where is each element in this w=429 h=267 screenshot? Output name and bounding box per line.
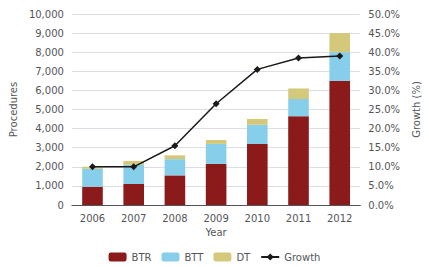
svg-text:10,000: 10,000 (29, 9, 64, 20)
svg-text:2011: 2011 (286, 213, 311, 224)
svg-text:7,000: 7,000 (35, 66, 64, 77)
svg-text:0.0%: 0.0% (368, 200, 393, 211)
svg-text:2012: 2012 (327, 213, 352, 224)
svg-text:20.0%: 20.0% (368, 123, 400, 134)
svg-text:40.0%: 40.0% (368, 47, 400, 58)
svg-text:15.0%: 15.0% (368, 142, 400, 153)
svg-text:2008: 2008 (162, 213, 187, 224)
svg-text:2007: 2007 (121, 213, 146, 224)
svg-text:6,000: 6,000 (35, 85, 64, 96)
svg-text:3,000: 3,000 (35, 142, 64, 153)
svg-text:5,000: 5,000 (35, 104, 64, 115)
svg-text:4,000: 4,000 (35, 123, 64, 134)
svg-text:2,000: 2,000 (35, 161, 64, 172)
svg-text:2009: 2009 (203, 213, 228, 224)
svg-text:30.0%: 30.0% (368, 85, 400, 96)
svg-text:DT: DT (236, 252, 251, 263)
svg-text:BTT: BTT (185, 252, 205, 263)
svg-text:2006: 2006 (80, 213, 105, 224)
svg-text:2010: 2010 (245, 213, 270, 224)
svg-text:25.0%: 25.0% (368, 104, 400, 115)
svg-text:Year: Year (205, 227, 228, 238)
svg-text:50.0%: 50.0% (368, 9, 400, 20)
svg-text:10.0%: 10.0% (368, 161, 400, 172)
svg-text:8,000: 8,000 (35, 47, 64, 58)
svg-text:35.0%: 35.0% (368, 66, 400, 77)
svg-text:0: 0 (58, 200, 64, 211)
svg-text:1,000: 1,000 (35, 180, 64, 191)
svg-text:BTR: BTR (132, 252, 152, 263)
svg-text:Procedures: Procedures (8, 82, 19, 137)
svg-text:Growth (%): Growth (%) (411, 81, 422, 138)
svg-text:45.0%: 45.0% (368, 28, 400, 39)
svg-text:Growth: Growth (284, 252, 320, 263)
svg-text:5.0%: 5.0% (368, 180, 393, 191)
svg-text:9,000: 9,000 (35, 28, 64, 39)
